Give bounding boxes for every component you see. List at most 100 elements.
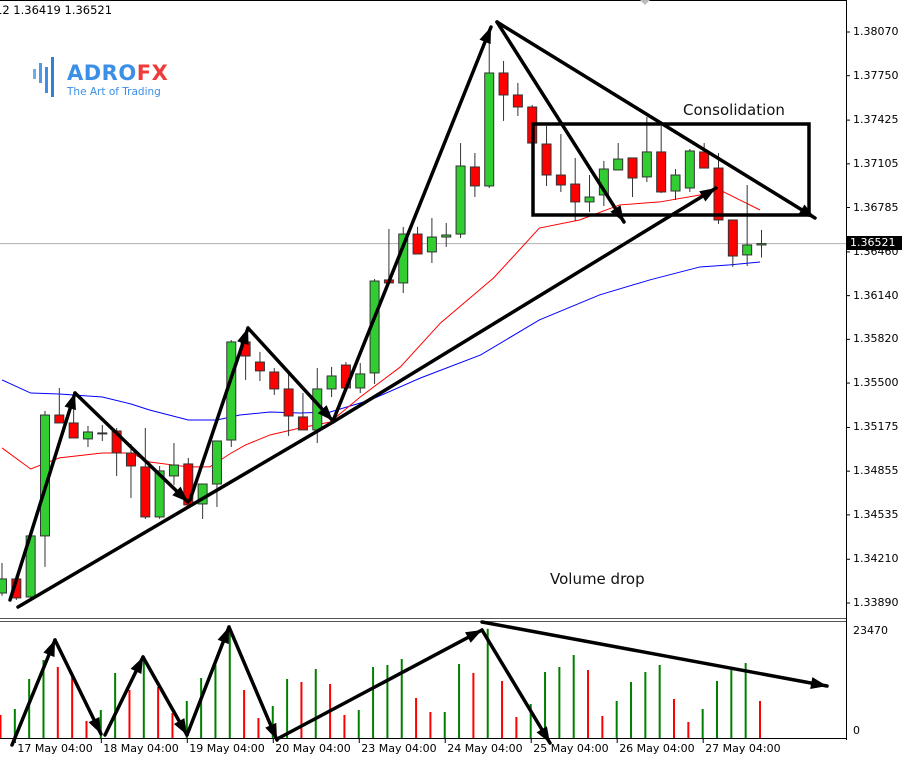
bullish-candle: [742, 244, 753, 256]
ohlc-header: 12 1.36419 1.36521: [0, 3, 113, 17]
bullish-candle: [441, 234, 452, 238]
time-tick-label: 24 May 04:00: [447, 742, 523, 755]
arrowhead-icon: [265, 722, 277, 740]
arrowhead-icon: [317, 405, 333, 421]
bearish-candle: [68, 422, 79, 439]
volume-arrow: [227, 625, 279, 742]
bullish-candle: [484, 72, 495, 187]
volume-arrow: [185, 625, 231, 737]
arrowhead-icon: [699, 188, 716, 202]
arrowhead-icon: [610, 205, 624, 222]
arrowhead-icon: [810, 677, 827, 689]
time-tick-label: 20 May 04:00: [275, 742, 351, 755]
time-tick-label: 25 May 04:00: [533, 742, 609, 755]
time-tick-label: 17 May 04:00: [17, 742, 93, 755]
impulse-arrow: [331, 25, 493, 423]
adrofx-logo: ADROFX The Art of Trading: [30, 55, 168, 103]
arrowhead-icon: [88, 716, 101, 734]
price-tick-label: 1.37105: [853, 156, 899, 170]
volume-arrow: [480, 628, 552, 745]
correction-arrow: [246, 326, 335, 423]
bearish-candle: [297, 416, 308, 431]
volume-arrow: [10, 638, 57, 747]
bullish-candle: [168, 464, 179, 477]
bearish-candle: [412, 233, 423, 255]
consolidation-label: Consolidation: [683, 101, 785, 119]
price-tick-label: 1.36785: [853, 200, 899, 214]
current-price-label: 1.36521: [847, 236, 902, 250]
time-tick-label: 18 May 04:00: [103, 742, 179, 755]
arrowhead-icon: [43, 640, 55, 658]
bullish-candle: [670, 174, 681, 192]
arrowhead-icon: [172, 486, 188, 502]
bullish-candle: [584, 196, 595, 203]
bearish-candle: [498, 72, 509, 96]
time-tick-label: 19 May 04:00: [189, 742, 265, 755]
bullish-candle: [211, 440, 222, 485]
correction-arrow: [495, 20, 626, 224]
time-tick-label: 27 May 04:00: [705, 742, 781, 755]
impulse-arrow: [188, 326, 250, 502]
support-trendline: [16, 420, 335, 609]
bullish-candle: [355, 373, 366, 389]
bearish-candle: [627, 157, 638, 179]
bearish-candle: [269, 371, 280, 390]
bullish-candle: [82, 431, 93, 440]
arrowhead-icon: [173, 718, 187, 735]
time-tick-label: 23 May 04:00: [361, 742, 437, 755]
bullish-candle: [426, 236, 437, 253]
bearish-candle: [54, 414, 65, 424]
bullish-candle: [641, 151, 652, 178]
bullish-candle: [756, 243, 767, 246]
bearish-candle: [469, 166, 480, 187]
price-tick-label: 1.37425: [853, 113, 899, 127]
bearish-candle: [541, 143, 552, 176]
arrowhead-icon: [130, 657, 143, 675]
bearish-candle: [283, 388, 294, 417]
bearish-candle: [254, 361, 265, 372]
volume-arrow: [277, 628, 484, 740]
volume-tick-label: 0: [853, 724, 860, 737]
bearish-candle: [713, 167, 724, 221]
resistance-trendline: [495, 20, 817, 220]
bearish-candle: [183, 463, 194, 506]
bearish-candle: [699, 151, 710, 169]
price-tick-label: 1.35500: [853, 376, 899, 390]
arrowhead-icon: [217, 627, 229, 645]
volume-drop-label: Volume drop: [550, 570, 645, 588]
time-tick-label: 26 May 04:00: [619, 742, 695, 755]
bullish-candle: [455, 165, 466, 235]
price-tick-label: 1.36140: [853, 288, 899, 302]
arrowhead-icon: [237, 328, 249, 346]
bearish-candle: [140, 466, 151, 518]
bullish-candle: [684, 150, 695, 189]
price-tick-label: 1.37750: [853, 68, 899, 82]
bearish-candle: [555, 174, 566, 186]
bearish-candle: [656, 151, 667, 193]
bullish-candle: [613, 158, 624, 171]
bullish-candle: [0, 578, 7, 594]
price-tick-label: 1.33890: [853, 595, 899, 609]
price-tick-label: 1.35820: [853, 332, 899, 346]
bearish-candle: [512, 94, 523, 108]
correction-arrow: [73, 391, 190, 504]
arrowhead-icon: [64, 393, 76, 411]
bullish-candle: [97, 432, 108, 435]
volume-arrow: [53, 638, 103, 736]
slow-moving-average: [1, 261, 761, 421]
volume-tick-label: 23470: [853, 624, 888, 637]
arrowhead-icon: [465, 630, 482, 643]
bullish-candle: [326, 375, 337, 390]
price-tick-label: 1.34535: [853, 507, 899, 521]
arrowhead-icon: [536, 726, 550, 743]
support-trendline: [331, 186, 718, 424]
bullish-candle: [154, 470, 165, 518]
bearish-candle: [125, 452, 136, 467]
price-tick-label: 1.34210: [853, 552, 899, 566]
arrowhead-icon: [798, 204, 815, 218]
arrowhead-icon: [479, 27, 491, 45]
logo-bars-icon: [33, 57, 54, 97]
price-tick-label: 1.38070: [853, 25, 899, 38]
volume-trendline: [480, 620, 829, 688]
